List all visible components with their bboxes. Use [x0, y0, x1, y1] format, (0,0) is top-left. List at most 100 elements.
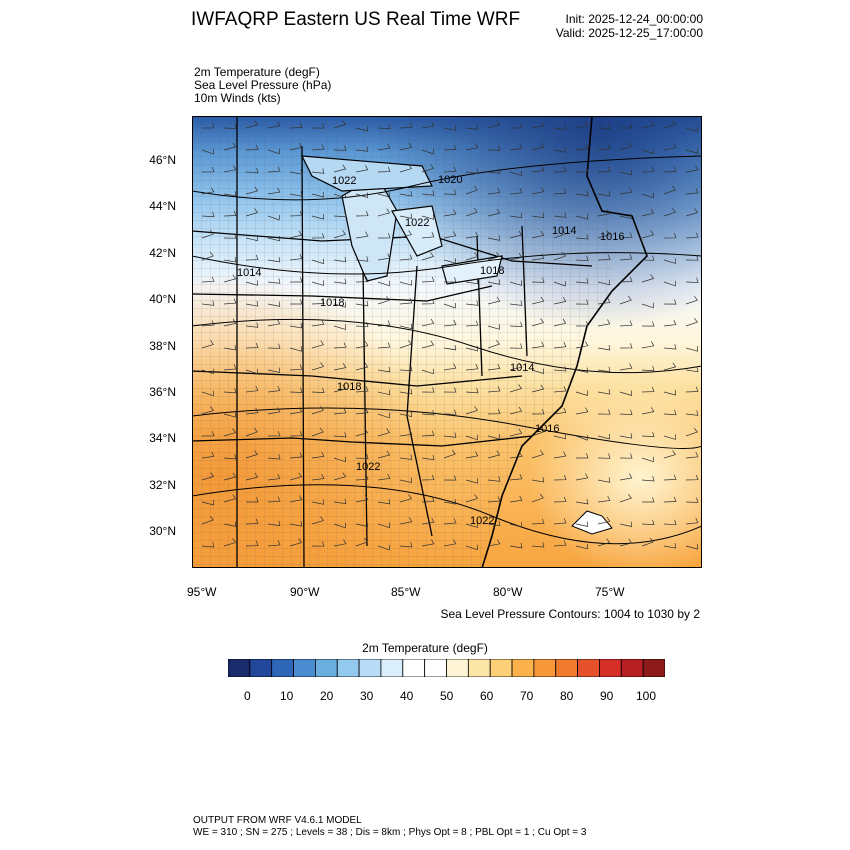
wind-barb	[465, 207, 478, 217]
wind-barb	[465, 231, 479, 239]
wind-barb	[597, 389, 611, 395]
wind-barb	[289, 230, 303, 239]
wind-barb	[663, 543, 677, 549]
wind-barb	[597, 209, 611, 217]
wind-barb	[223, 165, 237, 173]
wind-barb	[576, 453, 589, 459]
wind-barb	[267, 235, 281, 242]
lat-label: 36°N	[149, 385, 176, 399]
wind-barb	[575, 407, 589, 415]
wind-barb	[245, 540, 259, 547]
wind-barb	[597, 538, 611, 547]
wind-barb	[553, 297, 567, 305]
wind-barb	[509, 384, 523, 393]
wind-barb	[355, 210, 369, 217]
wind-barb	[553, 386, 567, 393]
wind-barb	[289, 323, 303, 329]
wind-barb	[399, 389, 413, 395]
wind-barb	[355, 231, 369, 239]
wind-barb	[333, 302, 346, 308]
wind-barb	[619, 453, 633, 459]
wind-barb	[311, 233, 325, 239]
wind-barb	[444, 277, 457, 283]
wind-barb	[267, 496, 281, 503]
wind-barb	[531, 384, 545, 393]
wind-barb	[289, 430, 303, 437]
isobar-label: 1022	[356, 461, 380, 473]
wind-barb	[355, 276, 369, 283]
wind-barb	[223, 257, 237, 263]
wind-barb	[421, 340, 435, 349]
colorbar-box	[380, 659, 404, 677]
init-time: Init: 2025-12-24_00:00:00	[565, 12, 703, 26]
wind-barb	[201, 320, 215, 327]
wind-barb	[421, 121, 435, 129]
wind-barb	[421, 474, 435, 481]
field-label-winds: 10m Winds (kts)	[194, 91, 281, 105]
wind-barb	[333, 120, 347, 129]
wind-barb	[487, 279, 501, 285]
weather-map: 1022 1020 1022 1014 1016 1014 1018 1018 …	[192, 116, 702, 568]
wind-barb	[641, 537, 654, 547]
wind-barb	[421, 454, 435, 461]
wind-barb	[333, 192, 346, 199]
wind-barb	[465, 388, 479, 394]
wind-barb	[487, 363, 501, 371]
wind-barb	[311, 362, 325, 371]
isobar-label: 1014	[237, 267, 261, 279]
wind-barb	[531, 187, 545, 195]
wind-barb	[685, 518, 699, 525]
wind-barb	[553, 251, 566, 261]
wind-barb	[487, 208, 501, 217]
wind-barb	[289, 169, 303, 175]
wind-barb	[575, 341, 589, 349]
wind-barb	[597, 166, 611, 173]
wind-barb	[597, 319, 611, 327]
valid-time: Valid: 2025-12-25_17:00:00	[555, 26, 703, 40]
wind-barb	[311, 406, 324, 415]
wind-barb	[685, 474, 699, 481]
isobar	[192, 407, 702, 449]
wind-barb	[267, 407, 281, 415]
wind-barb	[245, 518, 259, 525]
wind-barb	[575, 498, 589, 505]
wind-barb	[245, 144, 259, 151]
wind-barb	[509, 495, 523, 503]
wind-barb	[311, 516, 325, 525]
wind-barb	[641, 476, 655, 482]
wind-barb	[685, 452, 699, 459]
wind-barb	[597, 279, 611, 286]
colorbar-label: 0	[244, 689, 251, 703]
isobar-label: 1016	[600, 231, 624, 243]
wind-barb	[311, 473, 325, 481]
wind-barb	[465, 143, 479, 151]
wind-barb	[223, 191, 237, 197]
wind-barb	[443, 449, 456, 459]
wind-barb	[619, 363, 633, 371]
wind-barb	[663, 299, 677, 305]
wind-barb	[245, 186, 259, 195]
wind-barb	[289, 452, 303, 459]
wind-barb	[619, 473, 633, 481]
wind-barb	[663, 344, 677, 350]
colorbar-box	[489, 659, 513, 677]
colorbar-label: 70	[520, 689, 534, 703]
isobar-label: 1018	[320, 297, 344, 309]
colorbar-label: 10	[280, 689, 294, 703]
wind-barb	[223, 521, 237, 527]
county-lines	[192, 116, 612, 568]
lon-label: 80°W	[493, 585, 523, 599]
wind-barb	[575, 190, 589, 197]
wind-barb	[641, 208, 655, 217]
wind-barb	[553, 518, 567, 525]
wind-barb	[421, 276, 435, 283]
wind-barb	[487, 520, 501, 527]
wind-barb	[443, 125, 457, 131]
wind-barb	[553, 366, 567, 372]
wind-barb	[641, 148, 654, 154]
wind-barb	[531, 212, 545, 219]
wind-barb	[399, 429, 413, 437]
wind-barb	[575, 234, 589, 240]
wind-barb	[531, 408, 545, 415]
wind-barb	[685, 208, 699, 217]
